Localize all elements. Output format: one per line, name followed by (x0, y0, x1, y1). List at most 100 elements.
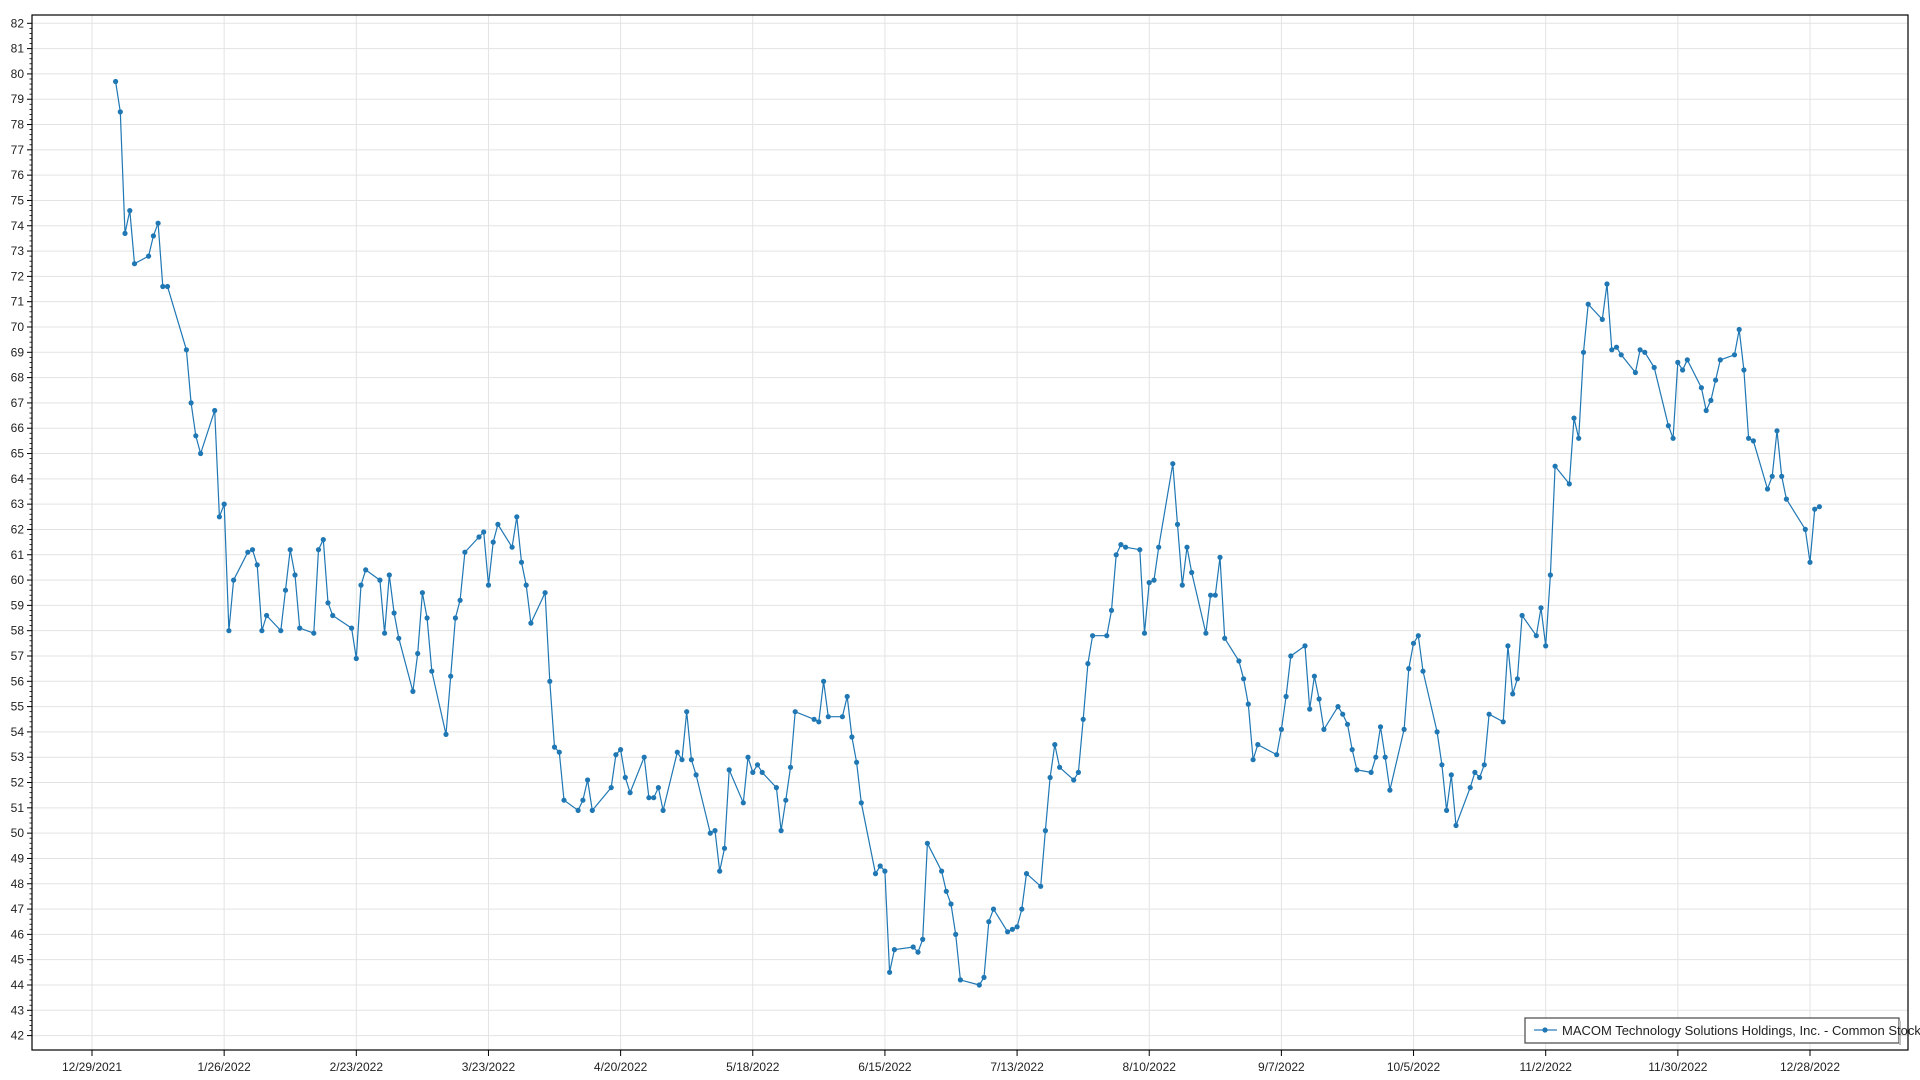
data-point (976, 982, 982, 988)
data-point (684, 709, 690, 715)
data-point (858, 800, 864, 806)
y-tick-label: 47 (11, 902, 25, 916)
data-point (1533, 633, 1539, 639)
y-tick-label: 82 (11, 16, 25, 30)
data-point (1189, 569, 1195, 576)
data-point (1278, 726, 1284, 733)
data-point (986, 919, 992, 925)
data-point (485, 582, 492, 588)
y-tick-label: 44 (11, 978, 25, 992)
data-point (297, 625, 303, 631)
data-point (1302, 643, 1308, 649)
data-point (1576, 435, 1582, 441)
data-point (872, 871, 879, 877)
data-point (943, 888, 949, 894)
data-point (939, 868, 945, 874)
data-point (443, 731, 449, 738)
data-point (429, 668, 435, 674)
data-point (1118, 542, 1124, 548)
data-point (287, 547, 293, 553)
x-tick-label: 11/2/2022 (1519, 1060, 1572, 1074)
legend-label: MACOM Technology Solutions Holdings, Inc… (1562, 1023, 1920, 1038)
y-tick-label: 71 (11, 295, 25, 309)
y-tick-label: 73 (11, 244, 25, 258)
y-tick-label: 56 (11, 674, 25, 688)
data-point (915, 949, 921, 955)
y-tick-label: 53 (11, 750, 25, 764)
y-tick-label: 50 (11, 826, 25, 840)
data-point (311, 630, 317, 636)
data-point (476, 534, 482, 540)
y-tick-label: 77 (11, 143, 25, 157)
data-point (750, 769, 756, 776)
data-point (1014, 924, 1020, 930)
data-point (188, 400, 194, 406)
x-tick-label: 9/7/2022 (1258, 1060, 1305, 1074)
data-point (193, 433, 199, 439)
data-point (113, 78, 119, 85)
data-point (811, 716, 817, 722)
data-point (561, 797, 567, 803)
data-point (1538, 605, 1544, 611)
data-point (490, 539, 496, 545)
data-point (1023, 871, 1030, 877)
data-point (254, 562, 260, 568)
data-point (462, 549, 468, 555)
data-point (518, 559, 525, 565)
data-point (721, 845, 728, 851)
data-point (547, 678, 553, 684)
data-point (783, 797, 789, 803)
legend: MACOM Technology Solutions Holdings, Inc… (1524, 1017, 1920, 1045)
data-point (981, 974, 987, 981)
data-point (131, 261, 138, 267)
data-point (1698, 385, 1704, 391)
data-point (1764, 486, 1771, 492)
y-tick-label: 58 (11, 624, 25, 638)
plot-frame (31, 14, 1909, 1051)
data-point (1642, 349, 1648, 355)
data-point (1057, 764, 1063, 770)
data-point (212, 407, 218, 414)
y-tick-label: 43 (11, 1003, 25, 1017)
data-point (1236, 658, 1242, 664)
x-tick-label: 1/26/2022 (197, 1060, 251, 1074)
data-point (1618, 352, 1624, 358)
data-point (1510, 691, 1516, 697)
data-point (839, 714, 846, 720)
data-point (231, 577, 237, 583)
data-point (1472, 769, 1478, 776)
data-point (259, 628, 265, 634)
data-point (1344, 721, 1351, 727)
data-point (1090, 633, 1096, 639)
y-tick-label: 76 (11, 168, 25, 182)
data-point (146, 253, 152, 259)
data-point (693, 772, 699, 778)
data-point (773, 785, 780, 791)
data-point (882, 868, 888, 874)
data-point (1179, 582, 1185, 588)
y-tick-label: 69 (11, 345, 25, 359)
data-point (1108, 607, 1115, 614)
data-point (1212, 592, 1218, 598)
data-point (183, 347, 189, 353)
data-point (1009, 926, 1016, 932)
data-point (1335, 704, 1341, 710)
data-point (1580, 349, 1587, 355)
data-point (292, 572, 298, 578)
data-point (1255, 742, 1261, 748)
y-tick-label: 80 (11, 67, 25, 81)
data-point (1113, 552, 1119, 558)
data-point (164, 283, 171, 290)
data-point (948, 901, 954, 907)
data-point (551, 744, 558, 750)
data-point (1439, 762, 1445, 768)
y-axis: 42 43 44 45 46 47 48 49 50 51 52 53 54 55 56 57 58 59 60 61… (11, 16, 32, 1043)
data-point (1552, 463, 1558, 469)
data-point (1448, 772, 1454, 778)
data-point (1519, 612, 1525, 619)
data-point (920, 936, 926, 943)
x-tick-label: 10/5/2022 (1387, 1060, 1441, 1074)
data-point (1137, 547, 1143, 553)
y-tick-label: 70 (11, 320, 25, 334)
